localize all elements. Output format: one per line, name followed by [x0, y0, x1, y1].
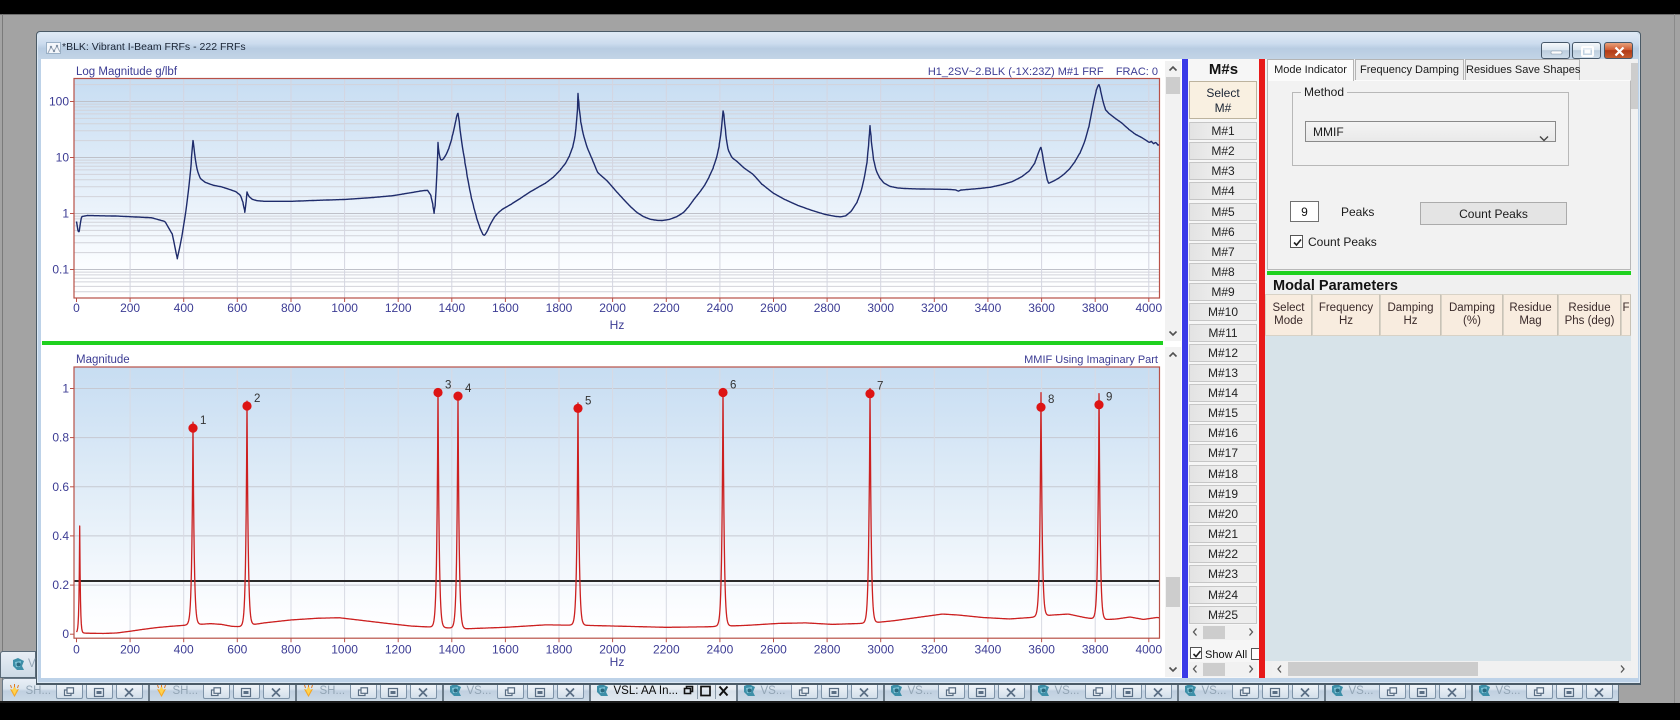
svg-text:0.6: 0.6 [52, 480, 69, 494]
svg-text:10: 10 [56, 151, 70, 165]
svg-text:1400: 1400 [438, 643, 465, 657]
svg-text:3600: 3600 [1028, 301, 1055, 315]
svg-text:400: 400 [174, 301, 194, 315]
svg-text:5: 5 [585, 395, 591, 407]
svg-text:2000: 2000 [599, 301, 626, 315]
svg-text:2600: 2600 [760, 643, 787, 657]
svg-text:2000: 2000 [599, 643, 626, 657]
svg-text:200: 200 [120, 301, 140, 315]
svg-text:0: 0 [73, 643, 80, 657]
svg-text:1: 1 [62, 382, 69, 396]
svg-text:0.1: 0.1 [52, 263, 69, 277]
svg-text:200: 200 [120, 643, 140, 657]
svg-text:4000: 4000 [1135, 643, 1162, 657]
svg-text:2400: 2400 [707, 301, 734, 315]
svg-text:3800: 3800 [1082, 643, 1109, 657]
svg-text:100: 100 [49, 95, 69, 109]
svg-text:6: 6 [730, 380, 736, 392]
svg-text:H1_2SV~2.BLK (-1X:23Z) M#1 FRF: H1_2SV~2.BLK (-1X:23Z) M#1 FRF FRAC: 0 [928, 66, 1158, 78]
svg-text:800: 800 [281, 643, 301, 657]
svg-text:600: 600 [227, 301, 247, 315]
svg-text:3400: 3400 [975, 301, 1002, 315]
svg-text:1800: 1800 [546, 643, 573, 657]
svg-text:2200: 2200 [653, 301, 680, 315]
svg-text:Hz: Hz [610, 318, 625, 332]
svg-text:1400: 1400 [438, 301, 465, 315]
svg-text:0.4: 0.4 [52, 529, 69, 543]
svg-text:7: 7 [877, 381, 883, 393]
svg-text:4000: 4000 [1135, 301, 1162, 315]
svg-text:400: 400 [174, 643, 194, 657]
svg-text:1600: 1600 [492, 643, 519, 657]
svg-text:1000: 1000 [331, 301, 358, 315]
svg-text:9: 9 [1106, 392, 1112, 404]
svg-text:1: 1 [200, 415, 206, 427]
svg-text:1: 1 [62, 207, 69, 221]
svg-text:2: 2 [254, 393, 260, 405]
svg-text:1200: 1200 [385, 643, 412, 657]
svg-text:8: 8 [1048, 394, 1054, 406]
svg-text:3000: 3000 [867, 643, 894, 657]
svg-text:Hz: Hz [610, 655, 625, 669]
svg-text:2600: 2600 [760, 301, 787, 315]
svg-text:1000: 1000 [331, 643, 358, 657]
svg-text:0: 0 [62, 627, 69, 641]
svg-text:0: 0 [73, 301, 80, 315]
svg-text:4: 4 [465, 383, 472, 395]
svg-text:1200: 1200 [385, 301, 412, 315]
svg-text:3600: 3600 [1028, 643, 1055, 657]
svg-text:3200: 3200 [921, 643, 948, 657]
svg-text:0.8: 0.8 [52, 431, 69, 445]
svg-text:2800: 2800 [814, 301, 841, 315]
svg-text:600: 600 [227, 643, 247, 657]
svg-text:3000: 3000 [867, 301, 894, 315]
svg-text:3800: 3800 [1082, 301, 1109, 315]
svg-text:Log Magnitude g/lbf: Log Magnitude g/lbf [76, 66, 178, 78]
svg-text:Magnitude: Magnitude [76, 354, 130, 366]
svg-text:3400: 3400 [975, 643, 1002, 657]
svg-text:MMIF Using Imaginary Part: MMIF Using Imaginary Part [1024, 354, 1158, 366]
svg-text:3: 3 [445, 380, 451, 392]
svg-text:1600: 1600 [492, 301, 519, 315]
svg-text:2400: 2400 [707, 643, 734, 657]
svg-text:2800: 2800 [814, 643, 841, 657]
svg-text:3200: 3200 [921, 301, 948, 315]
svg-text:800: 800 [281, 301, 301, 315]
svg-text:1800: 1800 [546, 301, 573, 315]
svg-text:0.2: 0.2 [52, 578, 69, 592]
svg-text:2200: 2200 [653, 643, 680, 657]
